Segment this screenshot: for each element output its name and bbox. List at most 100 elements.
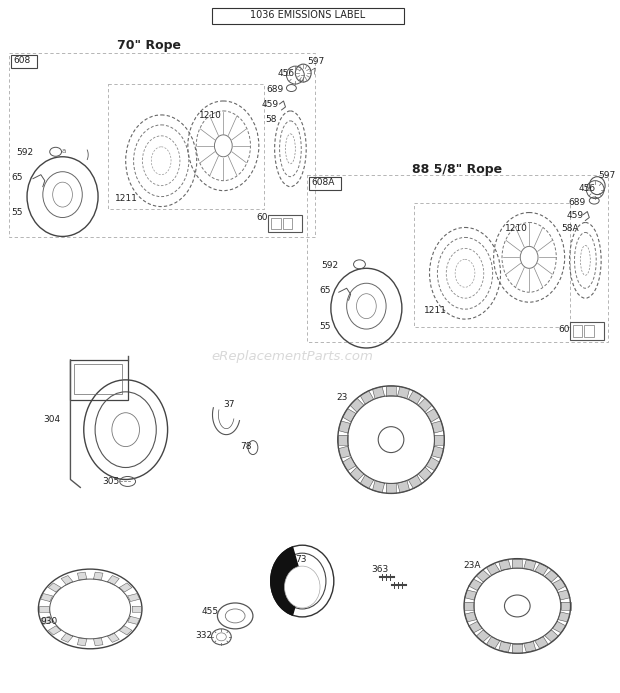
Polygon shape <box>78 572 87 580</box>
Bar <box>211 8 404 24</box>
Polygon shape <box>418 398 432 412</box>
Text: 73: 73 <box>295 555 307 564</box>
Bar <box>268 215 303 232</box>
Text: 456: 456 <box>578 184 596 193</box>
Polygon shape <box>48 626 61 635</box>
Text: 363: 363 <box>371 565 389 574</box>
Text: 1036 EMISSIONS LABEL: 1036 EMISSIONS LABEL <box>250 10 365 20</box>
Polygon shape <box>512 644 522 653</box>
Bar <box>570 322 604 340</box>
Text: 608: 608 <box>13 56 30 65</box>
Polygon shape <box>120 626 132 635</box>
Text: eReplacementParts.com: eReplacementParts.com <box>211 351 373 363</box>
Polygon shape <box>342 408 356 422</box>
Polygon shape <box>350 467 364 481</box>
Polygon shape <box>552 579 566 590</box>
Text: 456: 456 <box>278 69 294 78</box>
Polygon shape <box>534 637 548 649</box>
Text: 459: 459 <box>262 100 279 109</box>
Polygon shape <box>350 398 364 412</box>
Polygon shape <box>78 638 87 646</box>
Polygon shape <box>120 583 132 592</box>
Bar <box>74 364 122 394</box>
Polygon shape <box>498 560 511 570</box>
Text: 65: 65 <box>319 286 330 295</box>
Polygon shape <box>487 563 500 575</box>
Polygon shape <box>41 616 53 624</box>
Polygon shape <box>418 467 432 481</box>
Polygon shape <box>435 435 445 445</box>
Polygon shape <box>534 563 548 575</box>
Bar <box>9 53 315 238</box>
Text: 23A: 23A <box>463 561 480 570</box>
Polygon shape <box>464 602 474 610</box>
Polygon shape <box>373 387 384 398</box>
Polygon shape <box>386 484 396 493</box>
Polygon shape <box>386 386 396 396</box>
Polygon shape <box>94 638 103 646</box>
Text: 1211: 1211 <box>115 193 138 202</box>
Text: 37: 37 <box>223 400 235 409</box>
Polygon shape <box>338 435 348 445</box>
Polygon shape <box>464 590 477 600</box>
Bar <box>307 175 608 342</box>
Polygon shape <box>544 630 559 642</box>
Text: 592: 592 <box>321 261 338 270</box>
Ellipse shape <box>285 566 320 608</box>
Polygon shape <box>426 408 440 422</box>
Bar <box>283 218 293 229</box>
Polygon shape <box>360 475 374 489</box>
Polygon shape <box>432 421 444 433</box>
Text: 60: 60 <box>559 325 570 334</box>
Polygon shape <box>339 446 350 458</box>
Bar <box>309 177 341 190</box>
Polygon shape <box>339 421 350 433</box>
Polygon shape <box>107 575 119 585</box>
Polygon shape <box>476 570 490 582</box>
Bar <box>11 55 37 68</box>
Polygon shape <box>48 583 61 592</box>
Bar <box>572 325 582 337</box>
Text: 1210: 1210 <box>505 225 528 234</box>
Polygon shape <box>342 457 356 471</box>
Text: 88 5/8" Rope: 88 5/8" Rope <box>412 163 502 176</box>
Polygon shape <box>512 559 522 568</box>
Text: 1211: 1211 <box>423 306 446 315</box>
Polygon shape <box>524 642 536 652</box>
Text: 23: 23 <box>337 393 348 402</box>
Text: 689: 689 <box>569 198 586 207</box>
Polygon shape <box>524 560 536 570</box>
Bar <box>71 360 128 400</box>
Text: 60: 60 <box>256 213 267 222</box>
Polygon shape <box>41 593 53 602</box>
Polygon shape <box>397 481 410 493</box>
Polygon shape <box>397 387 410 398</box>
Polygon shape <box>360 391 374 404</box>
Polygon shape <box>552 622 566 633</box>
Text: 55: 55 <box>11 208 23 216</box>
Polygon shape <box>469 622 482 633</box>
Polygon shape <box>107 633 119 642</box>
Text: 459: 459 <box>567 211 584 220</box>
Polygon shape <box>487 637 500 649</box>
Polygon shape <box>498 642 511 652</box>
Bar <box>108 84 264 209</box>
Polygon shape <box>61 575 73 585</box>
Polygon shape <box>544 570 559 582</box>
Text: 70" Rope: 70" Rope <box>117 40 182 52</box>
Text: 55: 55 <box>319 322 330 331</box>
Polygon shape <box>128 593 140 602</box>
Polygon shape <box>560 602 570 610</box>
Bar <box>271 218 281 229</box>
Bar <box>585 325 594 337</box>
Polygon shape <box>426 457 440 471</box>
Text: 58: 58 <box>266 115 277 124</box>
Polygon shape <box>432 446 444 458</box>
Polygon shape <box>131 606 141 612</box>
Text: 305: 305 <box>102 477 119 486</box>
Text: 58A: 58A <box>562 225 579 234</box>
Text: 597: 597 <box>598 170 616 179</box>
Polygon shape <box>469 579 482 590</box>
Text: 608A: 608A <box>311 177 335 186</box>
Polygon shape <box>464 612 477 622</box>
